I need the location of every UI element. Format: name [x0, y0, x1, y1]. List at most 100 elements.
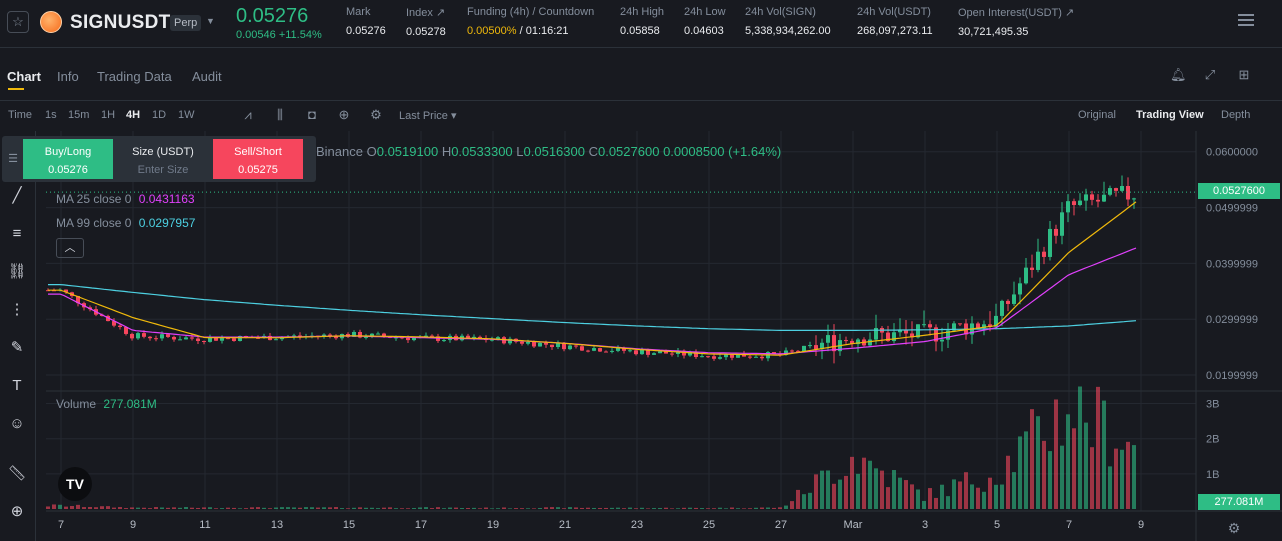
volume-bar — [1078, 386, 1082, 509]
interval-1h[interactable]: 1H — [101, 109, 116, 121]
favorite-star-icon[interactable]: ☆ — [7, 11, 29, 33]
volume-bar — [610, 507, 614, 509]
collapse-legend-button[interactable]: ︿ — [56, 238, 84, 258]
view-trading-view[interactable]: Trading View — [1136, 109, 1204, 121]
volume-bar — [376, 508, 380, 509]
interval-1s[interactable]: 1s — [45, 109, 57, 121]
price-axis-label: 0.0199999 — [1206, 370, 1258, 382]
interval-4h[interactable]: 4H — [126, 109, 141, 121]
tab-trading-data[interactable]: Trading Data — [97, 69, 172, 84]
brush-icon[interactable]: ✎ — [10, 339, 24, 356]
price-chart[interactable]: 0.0600000 0.0499999 0.0399999 0.0299999 0.01… — [0, 131, 1282, 541]
candle-body — [652, 353, 656, 355]
horizontal-lines-icon[interactable]: ≡ — [12, 225, 22, 242]
stat-open-interest[interactable]: Open Interest(USDT) ↗ 30,721,495.35 — [958, 6, 1074, 38]
interval-1d[interactable]: 1D — [152, 109, 167, 121]
volume-bar — [1012, 472, 1016, 509]
candle-style-icon[interactable]: ⫼ — [277, 107, 283, 122]
volume-bar — [754, 507, 758, 509]
volume-bar — [274, 507, 278, 509]
volume-bar — [412, 508, 416, 509]
time-axis-label: 7 — [58, 519, 64, 531]
volume-bar — [142, 507, 146, 509]
candle-body — [604, 351, 608, 353]
volume-bar — [604, 507, 608, 509]
pattern-icon[interactable]: ⛓ — [7, 263, 27, 280]
view-original[interactable]: Original — [1078, 109, 1116, 121]
volume-bar — [586, 507, 590, 509]
candle-body — [976, 323, 980, 328]
tab-audit[interactable]: Audit — [192, 69, 222, 84]
candle-body — [292, 335, 296, 337]
stat-index[interactable]: Index ↗ 0.05278 — [406, 6, 446, 38]
interval-15m[interactable]: 15m — [68, 109, 90, 121]
ruler-icon[interactable]: 📏︎ — [7, 465, 27, 482]
screenshot-icon[interactable]: ◘ — [308, 107, 316, 122]
chart-type-icon[interactable]: ⩘ — [244, 107, 252, 122]
volume-bar — [622, 508, 626, 509]
volume-bar — [190, 507, 194, 509]
candle-body — [826, 335, 830, 343]
volume-bar — [478, 508, 482, 509]
fib-icon[interactable]: ⋮ — [9, 301, 25, 318]
volume-bar — [544, 507, 548, 509]
bell-icon[interactable]: 🔔︎ — [1170, 67, 1187, 82]
volume-bar — [970, 484, 974, 509]
candle-body — [796, 350, 800, 352]
candle-body — [910, 333, 914, 338]
candle-body — [682, 350, 686, 356]
candle-body — [628, 350, 632, 352]
volume-bar — [466, 507, 470, 509]
layout-grid-icon[interactable]: ⊞ — [1238, 67, 1250, 82]
fullscreen-icon[interactable]: ⤢ — [1204, 67, 1216, 82]
volume-bar — [706, 508, 710, 509]
menu-icon[interactable] — [1238, 14, 1254, 28]
chart-settings-icon[interactable]: ⚙ — [1227, 520, 1241, 536]
candle-body — [610, 350, 614, 352]
volume-bar — [1036, 416, 1040, 509]
settings-icon[interactable]: ⚙ — [370, 107, 382, 122]
candle-body — [772, 352, 776, 354]
volume-bar — [418, 507, 422, 509]
tradingview-logo-icon[interactable]: TV — [58, 467, 92, 501]
zoom-icon[interactable]: ⊕ — [10, 503, 24, 520]
candle-body — [124, 327, 128, 334]
symbol-name[interactable]: SIGNUSDT — [70, 12, 171, 33]
tab-info[interactable]: Info — [57, 69, 79, 84]
add-indicator-icon[interactable]: ⊕ — [338, 107, 350, 122]
contract-type-badge[interactable]: Perp — [170, 15, 202, 31]
stat-24h-vol-sign-value: 5,338,934,262.00 — [745, 25, 831, 37]
price-axis-label: 0.0399999 — [1206, 258, 1258, 270]
chevron-down-icon: ▾ — [450, 110, 457, 122]
trend-line-icon[interactable]: ╱ — [12, 187, 22, 204]
candle-body — [736, 354, 740, 358]
stat-24h-low-label: 24h Low — [684, 6, 726, 18]
candle-body — [142, 333, 146, 337]
sell-short-button[interactable]: Sell/Short 0.05275 — [213, 139, 303, 179]
candle-body — [136, 333, 140, 339]
size-input[interactable]: Size (USDT) Enter Size — [114, 139, 212, 179]
time-axis-label: 23 — [631, 519, 643, 531]
candle-body — [850, 340, 854, 345]
candle-body — [538, 342, 542, 347]
emoji-icon[interactable]: ☺ — [9, 415, 25, 432]
candle-body — [748, 356, 752, 358]
symbol-dropdown-caret-icon[interactable]: ▼ — [206, 16, 215, 26]
price-type-select[interactable]: Last Price ▾ — [399, 109, 457, 122]
candle-body — [856, 339, 860, 345]
ma99-legend: MA 99 close 0 0.0297957 — [56, 216, 195, 230]
volume-bar — [298, 507, 302, 509]
text-tool-icon[interactable]: T — [12, 377, 22, 394]
volume-bar — [1084, 422, 1088, 509]
tab-chart[interactable]: Chart — [7, 69, 41, 84]
interval-1w[interactable]: 1W — [178, 109, 195, 121]
view-depth[interactable]: Depth — [1221, 109, 1251, 121]
drag-handle-icon[interactable]: ☰ — [8, 153, 18, 165]
buy-long-button[interactable]: Buy/Long 0.05276 — [23, 139, 113, 179]
volume-bar — [238, 508, 242, 509]
candle-body — [1036, 251, 1040, 270]
volume-bar — [574, 507, 578, 509]
candle-body — [1096, 199, 1100, 202]
volume-bar — [532, 508, 536, 509]
candle-body — [352, 332, 356, 337]
